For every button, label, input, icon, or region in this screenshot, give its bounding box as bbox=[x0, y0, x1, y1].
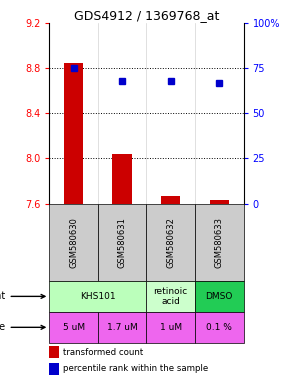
Text: agent: agent bbox=[0, 291, 45, 301]
Bar bbox=[146, 204, 195, 281]
Text: dose: dose bbox=[0, 322, 45, 332]
Text: percentile rank within the sample: percentile rank within the sample bbox=[63, 364, 208, 373]
Text: DMSO: DMSO bbox=[206, 292, 233, 301]
Bar bbox=[210, 200, 229, 204]
Bar bbox=[49, 204, 98, 281]
Text: retinoic
acid: retinoic acid bbox=[154, 287, 188, 306]
Text: GSM580632: GSM580632 bbox=[166, 217, 175, 268]
Bar bbox=[49, 312, 98, 343]
Text: GSM580631: GSM580631 bbox=[118, 217, 127, 268]
Bar bbox=[146, 281, 195, 312]
Text: KHS101: KHS101 bbox=[80, 292, 116, 301]
Bar bbox=[146, 312, 195, 343]
Bar bbox=[161, 196, 180, 204]
Bar bbox=[98, 312, 146, 343]
Text: transformed count: transformed count bbox=[63, 348, 143, 356]
Text: 0.1 %: 0.1 % bbox=[206, 323, 232, 332]
Bar bbox=[98, 204, 146, 281]
Bar bbox=[49, 346, 59, 358]
Bar bbox=[195, 312, 244, 343]
Bar bbox=[195, 281, 244, 312]
Bar bbox=[64, 63, 83, 204]
Text: GSM580633: GSM580633 bbox=[215, 217, 224, 268]
Title: GDS4912 / 1369768_at: GDS4912 / 1369768_at bbox=[74, 9, 219, 22]
Text: GSM580630: GSM580630 bbox=[69, 217, 78, 268]
Bar bbox=[113, 154, 132, 204]
Text: 1.7 uM: 1.7 uM bbox=[107, 323, 137, 332]
Bar bbox=[195, 204, 244, 281]
Text: 1 uM: 1 uM bbox=[160, 323, 182, 332]
Bar bbox=[49, 363, 59, 375]
Bar bbox=[49, 281, 146, 312]
Text: 5 uM: 5 uM bbox=[63, 323, 85, 332]
